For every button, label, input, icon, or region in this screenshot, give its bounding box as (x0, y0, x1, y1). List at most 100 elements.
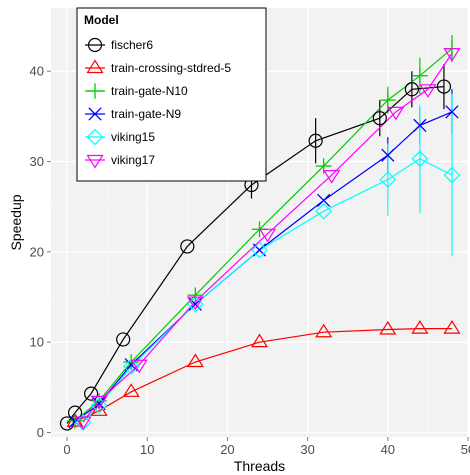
legend-items: fischer6 train-crossing-stdred-5 train-gat… (85, 37, 231, 169)
x-tick-label: 0 (63, 442, 70, 457)
y-tick-label: 0 (37, 425, 44, 440)
legend-label: fischer6 (111, 38, 153, 52)
marker-shape (404, 82, 419, 97)
marker-shape (413, 118, 427, 133)
marker-shape (92, 396, 106, 411)
axis-ticks: 0 10 20 30 40 50 0 10 20 30 40 (30, 64, 470, 457)
marker-shape (122, 383, 140, 397)
y-tick-label: 20 (30, 244, 44, 259)
data-point-viking15 (122, 358, 140, 375)
marker-shape (87, 37, 103, 53)
marker-shape (250, 333, 269, 348)
marker-shape (130, 359, 148, 374)
data-point-train-crossing-stdred-5 (411, 320, 429, 334)
series-line-train-crossing-stdred-5 (74, 328, 452, 423)
x-tick-label: 10 (140, 442, 154, 457)
data-point-viking17 (186, 296, 204, 311)
data-point-train-crossing-stdred-5 (379, 320, 397, 335)
data-point-train-gate-n10 (412, 67, 428, 84)
legend-label: train-crossing-stdred-5 (111, 61, 231, 75)
data-point-fischer6 (372, 111, 387, 126)
data-point-viking15 (411, 150, 429, 168)
data-point-viking17 (323, 169, 341, 184)
x-tick-label: 20 (220, 442, 234, 457)
data-point-viking17 (443, 48, 461, 62)
marker-shape (186, 296, 204, 311)
data-point-train-crossing-stdred-5 (443, 320, 461, 334)
y-axis-title: Speedup (8, 194, 24, 250)
legend-box (76, 7, 267, 182)
legend-item-train-gate-n10: train-gate-N10 (85, 83, 188, 99)
legend-item-viking15: viking15 (85, 128, 155, 146)
y-tick-label: 30 (30, 154, 44, 169)
x-tick-label: 40 (381, 442, 395, 457)
marker-shape (436, 79, 452, 94)
legend-title: Model (84, 13, 119, 27)
marker-shape (116, 332, 131, 347)
marker-shape (122, 358, 140, 375)
data-point-viking17 (258, 228, 277, 243)
legend-item-train-crossing-stdred-5: train-crossing-stdred-5 (85, 59, 231, 75)
marker-shape (443, 166, 461, 184)
data-point-fischer6 (308, 133, 323, 148)
data-point-viking15 (251, 241, 268, 259)
marker-shape (381, 148, 395, 162)
data-point-train-crossing-stdred-5 (315, 323, 333, 338)
legend-key (88, 107, 102, 121)
data-point-train-gate-n9 (317, 193, 331, 208)
data-point-viking17 (387, 106, 405, 121)
series-markers (59, 40, 461, 431)
data-point-viking17 (74, 416, 92, 431)
data-point-train-gate-n10 (380, 92, 396, 108)
data-point-fischer6 (436, 79, 452, 94)
marker-shape (86, 154, 104, 169)
data-point-train-gate-n10 (123, 354, 139, 370)
marker-shape (83, 386, 99, 401)
legend-label: train-gate-N10 (111, 84, 188, 98)
marker-shape (180, 239, 195, 254)
legend-key (86, 154, 104, 169)
marker-shape (308, 133, 323, 148)
x-axis-title: Threads (234, 458, 285, 474)
marker-shape (379, 320, 397, 335)
marker-shape (379, 171, 397, 188)
legend-key (86, 59, 104, 74)
legend-item-train-gate-n9: train-gate-N9 (85, 107, 181, 121)
marker-shape (411, 320, 429, 334)
marker-shape (445, 105, 459, 119)
data-point-train-gate-n9 (445, 105, 459, 119)
data-point-viking17 (419, 84, 437, 98)
legend-label: viking15 (111, 130, 155, 144)
legend-item-fischer6: fischer6 (85, 37, 153, 53)
marker-shape (443, 48, 461, 62)
legend-label: viking17 (111, 153, 155, 167)
marker-shape (74, 416, 92, 431)
marker-shape (317, 193, 331, 208)
marker-shape (419, 84, 437, 98)
marker-shape (411, 150, 429, 168)
data-point-viking17 (130, 359, 148, 374)
data-point-train-gate-n9 (92, 396, 106, 411)
data-point-viking15 (90, 397, 108, 414)
data-point-train-gate-n10 (315, 158, 332, 174)
data-point-viking15 (315, 202, 332, 220)
marker-shape (90, 397, 108, 414)
series-line-viking17 (82, 52, 453, 422)
marker-shape (443, 320, 461, 334)
legend-key (86, 128, 104, 146)
marker-shape (88, 107, 102, 121)
data-point-viking17 (90, 395, 108, 410)
x-tick-label: 50 (461, 442, 470, 457)
marker-shape (323, 169, 341, 184)
legend: Model fischer6 train-crossing-stdred-5 tra… (76, 7, 267, 182)
series-line-fischer6 (66, 86, 444, 424)
marker-shape (251, 241, 268, 259)
y-tick-label: 40 (30, 64, 44, 79)
data-point-viking15 (443, 166, 461, 184)
data-point-fischer6 (116, 332, 131, 347)
data-point-train-gate-n9 (381, 148, 395, 162)
y-tick-label: 10 (30, 335, 44, 350)
marker-shape (315, 323, 333, 338)
data-point-train-crossing-stdred-5 (186, 353, 204, 368)
data-point-fischer6 (180, 239, 195, 254)
